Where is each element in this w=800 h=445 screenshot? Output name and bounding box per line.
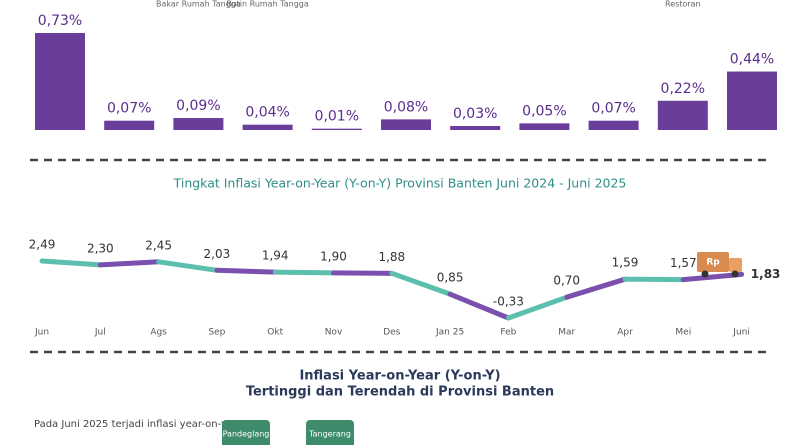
value-label: 0,03% bbox=[453, 106, 497, 122]
line-segment bbox=[564, 276, 628, 300]
truck-text: Rp bbox=[706, 258, 720, 268]
value-label: 0,08% bbox=[384, 99, 428, 115]
value-label: 1,83 bbox=[751, 267, 781, 281]
bar bbox=[588, 120, 639, 130]
section-text: Pada Juni 2025 terjadi inflasi year-on-y… bbox=[34, 419, 244, 430]
value-label: 1,57 bbox=[670, 256, 697, 270]
value-label: 0,05% bbox=[522, 103, 566, 119]
value-label: 1,94 bbox=[262, 249, 289, 263]
x-tick-label: Sep bbox=[208, 328, 225, 338]
truck-wheel bbox=[731, 270, 739, 278]
line-segment bbox=[97, 259, 162, 268]
bar bbox=[242, 124, 293, 130]
category-label: Bakar Rumah Tangga bbox=[156, 0, 241, 9]
line-segment bbox=[156, 259, 220, 273]
value-label: 1,59 bbox=[612, 256, 639, 270]
value-label: 0,01% bbox=[315, 109, 359, 125]
x-tick-label: Juni bbox=[732, 328, 750, 338]
x-tick-label: Des bbox=[383, 328, 400, 338]
value-label: 2,49 bbox=[29, 238, 56, 252]
category-label: Restoran bbox=[665, 0, 701, 9]
value-label: 0,70 bbox=[553, 274, 580, 288]
bar bbox=[104, 120, 155, 130]
bar bbox=[311, 128, 362, 130]
region-box bbox=[306, 420, 354, 445]
region-label: Pandeglang bbox=[223, 430, 270, 439]
value-label: 1,88 bbox=[378, 250, 405, 264]
category-label: Rutin Rumah Tangga bbox=[226, 0, 309, 9]
line-segment bbox=[389, 270, 453, 297]
truck-wheel bbox=[701, 270, 709, 278]
line-title: Tingkat Inflasi Year-on-Year (Y-on-Y) Pr… bbox=[173, 176, 627, 191]
line-segment bbox=[214, 267, 278, 275]
value-label: 0,09% bbox=[176, 98, 220, 114]
bar bbox=[657, 100, 708, 130]
value-label: -0,33 bbox=[493, 295, 524, 309]
line-segment bbox=[272, 269, 336, 276]
value-label: 0,44% bbox=[730, 52, 774, 68]
section-title: Inflasi Year-on-Year (Y-on-Y) bbox=[299, 369, 500, 384]
line-segment bbox=[505, 294, 570, 321]
value-label: 0,07% bbox=[107, 101, 151, 117]
value-label: 1,90 bbox=[320, 249, 347, 263]
bar bbox=[727, 71, 777, 130]
line-segment bbox=[39, 258, 103, 268]
x-tick-label: Ags bbox=[150, 328, 167, 338]
x-tick-label: Apr bbox=[617, 328, 633, 338]
value-label: 2,30 bbox=[87, 241, 114, 255]
bar bbox=[450, 126, 501, 130]
x-tick-label: Nov bbox=[325, 328, 343, 338]
x-tick-label: Mei bbox=[675, 328, 691, 338]
bar bbox=[381, 119, 431, 130]
section-title: Tertinggi dan Terendah di Provinsi Bante… bbox=[246, 385, 554, 400]
bar bbox=[173, 118, 224, 130]
truck-cab bbox=[729, 258, 742, 272]
value-label: 2,45 bbox=[145, 238, 172, 252]
region-box bbox=[222, 420, 270, 445]
value-label: 0,04% bbox=[245, 105, 289, 121]
value-label: 0,73% bbox=[38, 13, 82, 29]
value-label: 0,22% bbox=[661, 81, 705, 97]
value-label: 2,03 bbox=[204, 247, 231, 261]
x-tick-label: Jan 25 bbox=[435, 328, 464, 338]
bar bbox=[35, 33, 85, 130]
x-tick-label: Feb bbox=[500, 328, 516, 338]
x-tick-label: Jun bbox=[34, 328, 49, 338]
region-label: Tangerang bbox=[308, 430, 351, 439]
bar bbox=[519, 123, 570, 130]
x-tick-label: Mar bbox=[558, 328, 575, 338]
x-tick-label: Jul bbox=[94, 328, 106, 338]
value-label: 0,85 bbox=[437, 271, 464, 285]
x-tick-label: Okt bbox=[267, 328, 283, 338]
line-segment bbox=[447, 291, 511, 321]
value-label: 0,07% bbox=[591, 101, 635, 117]
truck-body bbox=[697, 252, 729, 272]
